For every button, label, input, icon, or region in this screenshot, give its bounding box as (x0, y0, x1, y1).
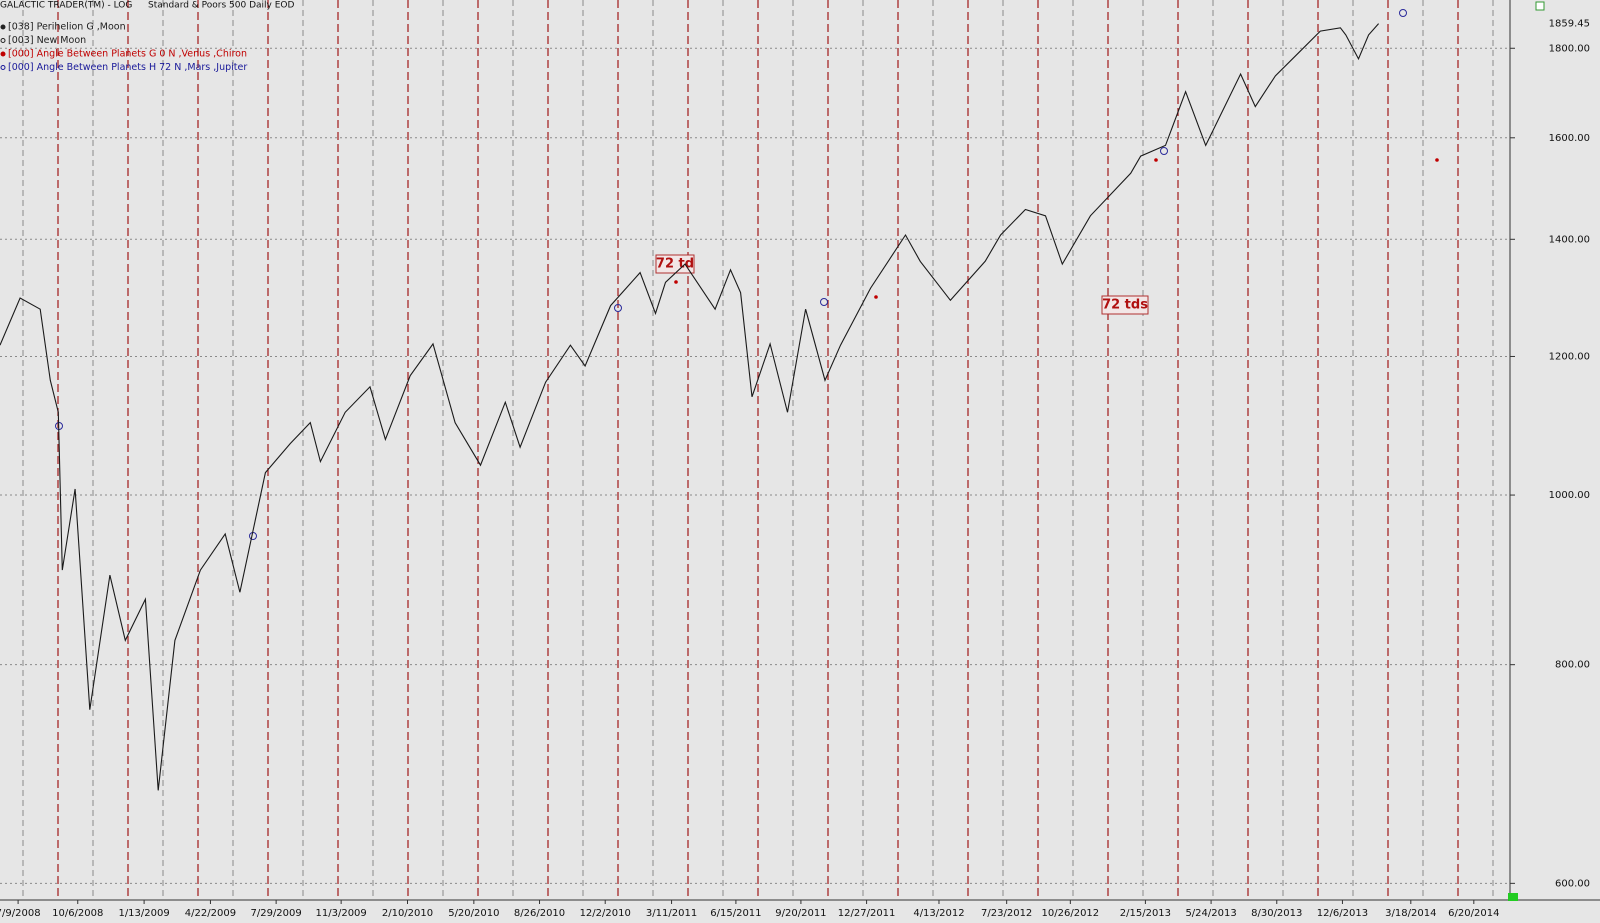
x-tick-label: 6/15/2011 (710, 908, 761, 919)
x-tick-label: 7/23/2012 (981, 908, 1032, 919)
window-button[interactable] (1535, 1, 1545, 11)
legend-symbol (0, 24, 6, 30)
y-tick-label: 1000.00 (1549, 490, 1590, 501)
event-marker (1160, 147, 1168, 155)
y-tick-label: 1400.00 (1549, 234, 1590, 245)
y-tick-label: 1200.00 (1549, 351, 1590, 362)
x-tick-label: 10/6/2008 (52, 908, 103, 919)
x-tick-label: 9/20/2011 (775, 908, 826, 919)
legend-symbol (0, 51, 6, 57)
annotation-text: 72 tds (1102, 298, 1148, 313)
x-tick-label: 5/24/2013 (1185, 908, 1236, 919)
y-tick-label: 600.00 (1555, 878, 1590, 889)
event-marker (674, 280, 678, 284)
annotation: 72 td 72 tds (655, 254, 1149, 315)
chart-subtitle: Standard & Poors 500 Daily EOD (148, 1, 294, 11)
x-tick-label: 4/22/2009 (185, 908, 236, 919)
x-tick-label: 7/9/2008 (0, 908, 41, 919)
event-marker (874, 295, 878, 299)
event-marker (1399, 9, 1407, 17)
last-value-label: 1859.45 (1549, 19, 1590, 30)
x-tick-label: 6/20/2014 (1448, 908, 1499, 919)
cycle-lines (22, 0, 1494, 900)
legend-label: [003] New Moon (8, 35, 86, 46)
event-marker (1154, 158, 1158, 162)
annotation-text: 72 td (656, 257, 694, 272)
legend-label: [000] Angle Between Planets H 72 N ,Mars… (8, 62, 247, 73)
event-marker (614, 304, 622, 312)
status-indicator (1508, 893, 1518, 901)
x-tick-label: 12/27/2011 (838, 908, 896, 919)
legend-label: [038] Perihelion G ,Moon (8, 22, 126, 33)
legend-symbol (0, 38, 6, 43)
x-tick-label: 5/20/2010 (448, 908, 499, 919)
x-tick-label: 2/10/2010 (382, 908, 433, 919)
x-tick-label: 4/13/2012 (913, 908, 964, 919)
x-tick-label: 10/26/2012 (1042, 908, 1100, 919)
x-tick-label: 3/18/2014 (1385, 908, 1436, 919)
x-tick-label: 8/30/2013 (1251, 908, 1302, 919)
x-tick-label: 12/6/2013 (1317, 908, 1368, 919)
x-tick-label: 8/26/2010 (514, 908, 565, 919)
y-tick-label: 800.00 (1555, 660, 1590, 671)
x-tick-label: 2/15/2013 (1120, 908, 1171, 919)
event-marker (820, 298, 828, 306)
y-tick-label: 1600.00 (1549, 133, 1590, 144)
price-line (0, 23, 1380, 791)
event-marker (1435, 158, 1439, 162)
chart-title: GALACTIC TRADER(TM) - LOG (0, 1, 132, 11)
legend-label: [000] Angle Between Planets G 0 N ,Venus… (8, 49, 247, 60)
x-tick-label: 7/29/2009 (250, 908, 301, 919)
y-tick-label: 1800.00 (1549, 43, 1590, 54)
x-tick-label: 3/11/2011 (646, 908, 697, 919)
x-tick-label: 11/3/2009 (316, 908, 367, 919)
x-tick-label: 1/13/2009 (118, 908, 169, 919)
annotation-box (1101, 295, 1149, 315)
legend-symbol (0, 65, 6, 70)
x-tick-label: 12/2/2010 (580, 908, 631, 919)
